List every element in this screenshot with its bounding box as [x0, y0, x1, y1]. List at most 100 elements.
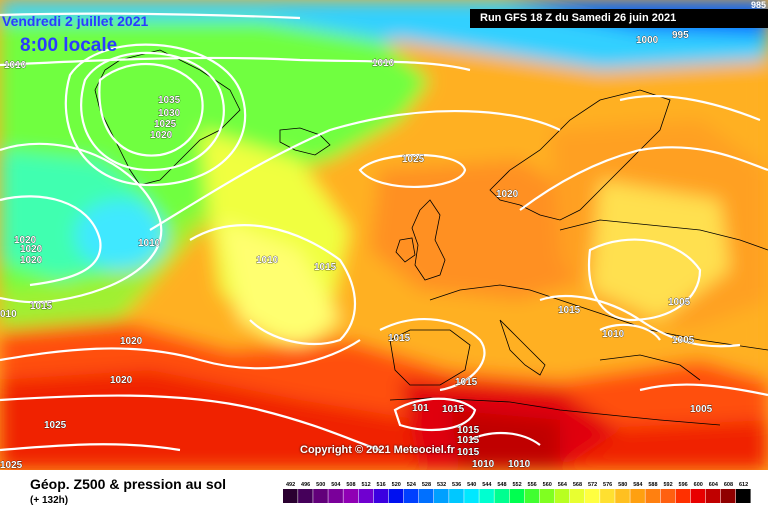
legend-tick-label: 504 — [331, 482, 341, 488]
isobar-label: 1015 — [455, 377, 478, 388]
legend-tick-label: 500 — [316, 482, 325, 488]
pressure-map: 1010 1010 1035 1030 1025 1020 1025 1020 … — [0, 0, 768, 470]
legend-tick-label: 596 — [679, 482, 688, 488]
legend-tick-label: 560 — [543, 482, 552, 488]
legend-tick-label: 588 — [648, 482, 657, 488]
legend-tick-label: 612 — [739, 482, 748, 488]
legend-tick-label: 552 — [512, 482, 521, 488]
legend-swatch — [630, 489, 645, 503]
legend-swatch — [675, 489, 691, 503]
legend-swatch — [539, 489, 555, 503]
legend-tick-label: 568 — [573, 482, 582, 488]
legend-swatch — [328, 489, 343, 503]
isobar-label: 1015 — [314, 262, 337, 273]
legend-tick-label: 536 — [452, 482, 461, 488]
legend-swatch — [418, 489, 434, 503]
legend-swatch — [705, 489, 721, 503]
isobar-label: 1025 — [402, 154, 425, 165]
isobar-label: 1020 — [14, 235, 37, 246]
legend-swatch — [494, 489, 509, 503]
legend-swatch — [434, 489, 449, 503]
legend-tick-label: 604 — [709, 482, 719, 488]
copyright-text: Copyright © 2021 Meteociel.fr — [300, 444, 455, 456]
legend-swatch — [585, 489, 600, 503]
legend-tick-label: 592 — [663, 482, 672, 488]
isobar-label: 1025 — [154, 119, 177, 130]
isobar-label: 1015 — [457, 435, 480, 446]
legend-tick-label: 572 — [588, 482, 597, 488]
isobar-label: 1020 — [496, 189, 519, 200]
legend-tick-label: 556 — [528, 482, 537, 488]
isobar-label: 1010 — [602, 329, 625, 340]
isobar-label: 1010 — [138, 238, 161, 249]
legend-swatch — [403, 489, 419, 503]
legend-swatch — [358, 489, 374, 503]
isobar-label: 1015 — [388, 333, 411, 344]
legend-tick-label: 508 — [346, 482, 355, 488]
isobar-label: 1020 — [20, 255, 43, 266]
legend-tick-label: 516 — [377, 482, 386, 488]
legend-tick-label: 580 — [618, 482, 627, 488]
legend-tick-label: 512 — [361, 482, 370, 488]
legend-tick-label: 544 — [482, 482, 492, 488]
legend-tick-label: 520 — [392, 482, 401, 488]
isobar-label: 010 — [0, 309, 17, 320]
isobar-label: 1015 — [457, 425, 480, 436]
forecast-lead-time: (+ 132h) — [30, 495, 69, 506]
isobar-label: 1015 — [30, 301, 53, 312]
isobar-label: 1000 — [636, 35, 659, 46]
isobar-label: 1035 — [158, 95, 181, 106]
legend-swatch — [615, 489, 630, 503]
isobar-label: 995 — [672, 30, 689, 41]
legend-swatch — [509, 489, 525, 503]
legend-tick-label: 532 — [437, 482, 446, 488]
legend-swatch — [660, 489, 676, 503]
legend-tick-label: 524 — [407, 482, 417, 488]
chart-title: Géop. Z500 & pression au sol — [30, 476, 227, 492]
isobar-label: 1020 — [20, 244, 43, 255]
isobar-lines — [0, 12, 768, 452]
corner-isobar-label: 985 — [750, 0, 766, 10]
isobar-label: 1015 — [457, 447, 480, 458]
isobar-label: 1020 — [150, 130, 173, 141]
legend-tick-label: 548 — [497, 482, 506, 488]
isobar-labels: 1010 1010 1035 1030 1025 1020 1025 1020 … — [0, 30, 713, 470]
forecast-time: 8:00 locale — [20, 35, 118, 56]
legend-tick-label: 492 — [286, 482, 295, 488]
legend-swatch — [600, 489, 615, 503]
legend-swatch — [645, 489, 660, 503]
legend-swatch — [720, 489, 736, 503]
legend-swatch — [388, 489, 404, 503]
isobar-label: 1015 — [442, 404, 465, 415]
legend-swatch — [449, 489, 464, 503]
isobar-label: 1015 — [558, 305, 581, 316]
isobar-label: 1025 — [0, 460, 23, 470]
isobar-label: 1005 — [672, 335, 695, 346]
legend-tick-label: 564 — [558, 482, 568, 488]
legend-swatch — [283, 489, 298, 503]
legend-swatch — [373, 489, 389, 503]
isobar-label: 1005 — [690, 404, 713, 415]
legend-swatch — [690, 489, 706, 503]
legend-tick-label: 540 — [467, 482, 476, 488]
color-legend: 492 496 500 504 508 512 516 520 524 528 532 536 540 5… — [283, 482, 751, 503]
legend-swatch — [479, 489, 494, 503]
isobar-label: 101 — [412, 403, 429, 414]
legend-swatch — [298, 489, 313, 503]
legend-swatch — [524, 489, 540, 503]
legend-tick-label: 528 — [422, 482, 431, 488]
isobar-label: 1030 — [158, 108, 181, 119]
isobar-label: 1020 — [120, 336, 143, 347]
isobar-label: 1010 — [4, 60, 27, 71]
legend-swatch — [569, 489, 585, 503]
isobar-label: 1010 — [472, 459, 495, 470]
forecast-date: Vendredi 2 juillet 2021 — [2, 13, 149, 29]
legend-tick-label: 576 — [603, 482, 612, 488]
legend-tick-label: 600 — [694, 482, 703, 488]
legend-tick-label: 584 — [633, 482, 643, 488]
run-info-bar: Run GFS 18 Z du Samedi 26 juin 2021 — [470, 9, 768, 28]
isobar-label: 1010 — [372, 58, 395, 69]
legend-swatch — [736, 489, 751, 503]
isobar-label: 1025 — [44, 420, 67, 431]
